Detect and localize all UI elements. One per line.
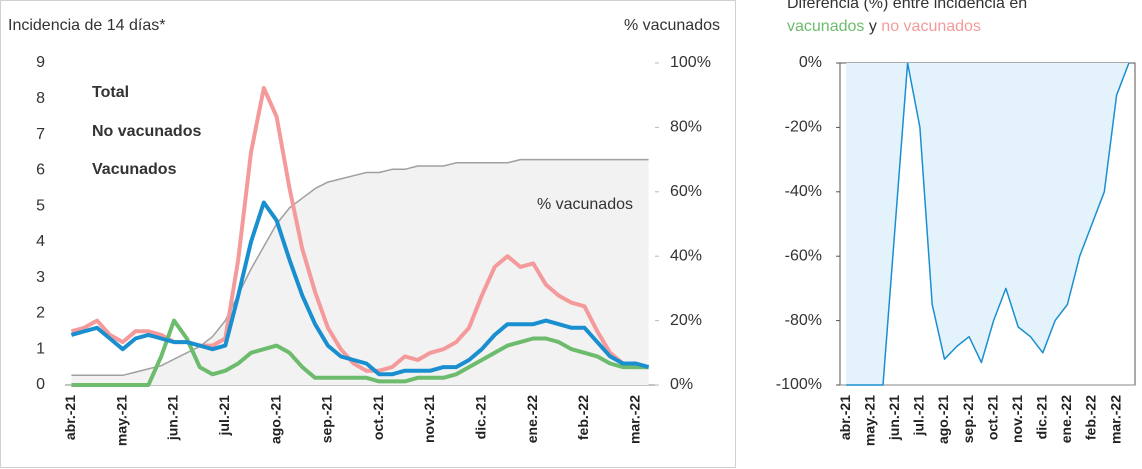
y-tick-label: 9 xyxy=(36,54,45,71)
x-tick-label: feb.-22 xyxy=(1083,395,1099,440)
x-tick-label: jul.-21 xyxy=(216,395,232,437)
y2-tick-label: 40% xyxy=(670,247,702,264)
y-tick-label: -20% xyxy=(785,119,822,136)
y-tick-label: 8 xyxy=(36,90,45,107)
x-tick-label: jun.-21 xyxy=(886,395,902,441)
x-tick-label: ene.-22 xyxy=(1058,395,1074,443)
y-tick-label: -100% xyxy=(776,376,822,393)
y2-axis-title: % vacunados xyxy=(624,17,720,34)
chart-title: Diferencia (%) entre incidencia en xyxy=(787,0,1027,12)
y-tick-label: -40% xyxy=(785,183,822,200)
area xyxy=(846,63,1129,385)
y2-tick-label: 100% xyxy=(670,54,711,71)
x-tick-label: ago.-21 xyxy=(267,395,283,444)
x-tick-label: abr.-21 xyxy=(62,395,78,440)
y-tick-label: 1 xyxy=(36,340,45,357)
y-tick-label: 2 xyxy=(36,305,45,322)
y2-tick-label: 60% xyxy=(670,183,702,200)
x-tick-label: sep.-21 xyxy=(319,395,335,443)
x-tick-label: may.-21 xyxy=(113,395,129,446)
legend-label: % vacunados xyxy=(537,196,633,213)
legend-label: Total xyxy=(92,84,129,101)
series-line xyxy=(71,158,649,377)
title-part: no vacunados xyxy=(881,18,981,35)
x-tick-label: abr.-21 xyxy=(837,395,853,440)
x-tick-label: nov.-21 xyxy=(421,395,437,443)
x-tick-label: oct.-21 xyxy=(370,395,386,440)
x-tick-label: mar.-22 xyxy=(626,395,642,444)
y-axis-title: Incidencia de 14 días* xyxy=(8,17,165,34)
y-tick-label: -80% xyxy=(785,312,822,329)
legend-label: No vacunados xyxy=(92,123,201,140)
x-tick-label: dic.-21 xyxy=(473,395,489,440)
chart-title: vacunados y no vacunados xyxy=(787,18,981,35)
x-tick-label: jul.-21 xyxy=(911,395,927,437)
x-tick-label: mar.-22 xyxy=(1107,395,1123,444)
y2-tick-label: 0% xyxy=(670,376,693,393)
x-tick-label: may.-21 xyxy=(861,395,877,446)
y-tick-label: 4 xyxy=(36,233,45,250)
x-tick-label: feb.-22 xyxy=(575,395,591,440)
x-tick-label: jun.-21 xyxy=(165,395,181,441)
x-tick-label: ene.-22 xyxy=(524,395,540,443)
y-tick-label: 6 xyxy=(36,162,45,179)
y-tick-label: -60% xyxy=(785,247,822,264)
legend-label: Vacunados xyxy=(92,161,177,178)
title-part: y xyxy=(869,18,877,35)
series-line xyxy=(70,200,650,377)
y-tick-label: 3 xyxy=(36,269,45,286)
y-tick-label: 0% xyxy=(799,54,822,71)
y-tick-label: 5 xyxy=(36,197,45,214)
x-tick-label: sep.-21 xyxy=(960,395,976,443)
x-tick-label: ago.-21 xyxy=(935,395,951,444)
x-tick-label: dic.-21 xyxy=(1034,395,1050,440)
x-tick-label: oct.-21 xyxy=(984,395,1000,440)
y-tick-label: 0 xyxy=(36,376,45,393)
y2-tick-label: 80% xyxy=(670,119,702,136)
area xyxy=(71,159,649,385)
x-tick-label: nov.-21 xyxy=(1009,395,1025,443)
panel-frame xyxy=(0,0,736,468)
series-line xyxy=(846,62,1130,386)
title-part: vacunados xyxy=(787,18,864,35)
y2-tick-label: 20% xyxy=(670,312,702,329)
y-tick-label: 7 xyxy=(36,126,45,143)
